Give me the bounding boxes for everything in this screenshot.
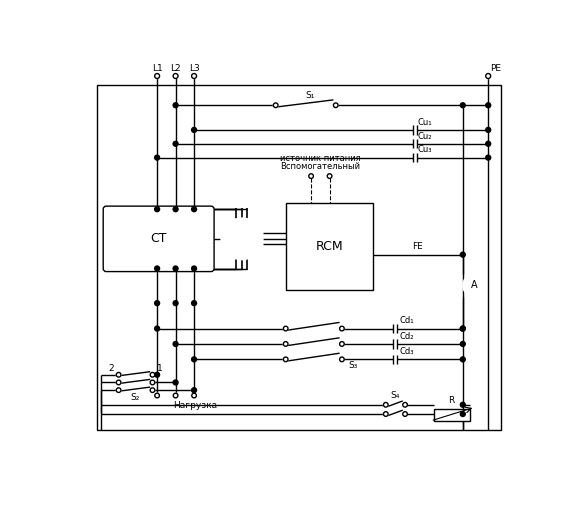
Circle shape (173, 380, 178, 385)
Text: S₃: S₃ (348, 361, 357, 370)
Circle shape (173, 300, 178, 306)
Circle shape (485, 141, 491, 146)
Text: Cd₃: Cd₃ (400, 347, 414, 356)
Circle shape (383, 402, 388, 407)
Text: CT: CT (150, 232, 167, 245)
Circle shape (191, 127, 197, 132)
Text: S₁: S₁ (305, 91, 314, 100)
Circle shape (485, 103, 491, 108)
Circle shape (191, 357, 197, 362)
Circle shape (284, 342, 288, 346)
Circle shape (485, 127, 491, 132)
Circle shape (461, 412, 465, 417)
Text: L1: L1 (152, 64, 162, 73)
Circle shape (117, 373, 121, 377)
Circle shape (155, 266, 160, 271)
Circle shape (403, 402, 407, 407)
Circle shape (117, 380, 121, 385)
Circle shape (191, 300, 197, 306)
Circle shape (117, 388, 121, 392)
Circle shape (485, 74, 491, 78)
Circle shape (155, 372, 160, 377)
Circle shape (191, 74, 197, 78)
Text: A: A (471, 280, 478, 290)
Bar (97, 85, 501, 430)
Text: Cd₁: Cd₁ (399, 316, 414, 325)
Circle shape (155, 74, 160, 78)
Circle shape (461, 103, 465, 108)
Circle shape (463, 274, 486, 297)
Text: источник питания: источник питания (280, 154, 361, 163)
Circle shape (155, 155, 160, 160)
Circle shape (192, 393, 197, 398)
Bar (433, 409, 470, 421)
Circle shape (150, 373, 155, 377)
Circle shape (461, 341, 465, 346)
Circle shape (461, 402, 465, 407)
Circle shape (309, 174, 313, 178)
Text: 1: 1 (157, 364, 163, 373)
Circle shape (155, 300, 160, 306)
Text: Cd₂: Cd₂ (400, 332, 414, 341)
Circle shape (155, 393, 160, 398)
Circle shape (284, 326, 288, 331)
Circle shape (150, 380, 155, 385)
Circle shape (485, 155, 491, 160)
Circle shape (173, 103, 178, 108)
Circle shape (155, 207, 160, 212)
Circle shape (221, 218, 263, 260)
Circle shape (191, 266, 197, 271)
Circle shape (155, 326, 160, 331)
Text: Cu₃: Cu₃ (418, 145, 432, 155)
Circle shape (327, 174, 332, 178)
Circle shape (173, 341, 178, 346)
Circle shape (334, 103, 338, 108)
Circle shape (273, 103, 278, 108)
Text: L2: L2 (171, 64, 181, 73)
Circle shape (284, 357, 288, 362)
Bar (286, 203, 373, 290)
Text: S₄: S₄ (391, 391, 400, 400)
Circle shape (461, 252, 465, 257)
Circle shape (173, 141, 178, 146)
Text: Cu₂: Cu₂ (418, 132, 432, 140)
Circle shape (173, 266, 178, 271)
Text: Нагрузка: Нагрузка (173, 401, 217, 410)
Circle shape (461, 326, 465, 331)
Circle shape (191, 388, 197, 392)
Circle shape (461, 357, 465, 362)
Text: L3: L3 (188, 64, 200, 73)
Text: Вспомогательный: Вспомогательный (280, 162, 360, 171)
Text: S₂: S₂ (131, 393, 140, 402)
Circle shape (173, 74, 178, 78)
Text: 2: 2 (108, 364, 114, 373)
Circle shape (340, 342, 344, 346)
Circle shape (461, 326, 465, 331)
Circle shape (173, 393, 178, 398)
Circle shape (173, 207, 178, 212)
Circle shape (383, 412, 388, 416)
Text: FE: FE (412, 242, 423, 251)
Text: Cu₁: Cu₁ (418, 118, 432, 127)
Circle shape (340, 326, 344, 331)
Text: PE: PE (491, 64, 502, 73)
Circle shape (231, 228, 253, 249)
Circle shape (150, 388, 155, 392)
Text: RCM: RCM (316, 240, 343, 253)
FancyBboxPatch shape (103, 206, 214, 272)
Circle shape (191, 207, 197, 212)
Circle shape (340, 357, 344, 362)
Circle shape (403, 412, 407, 416)
Text: R: R (448, 396, 454, 406)
